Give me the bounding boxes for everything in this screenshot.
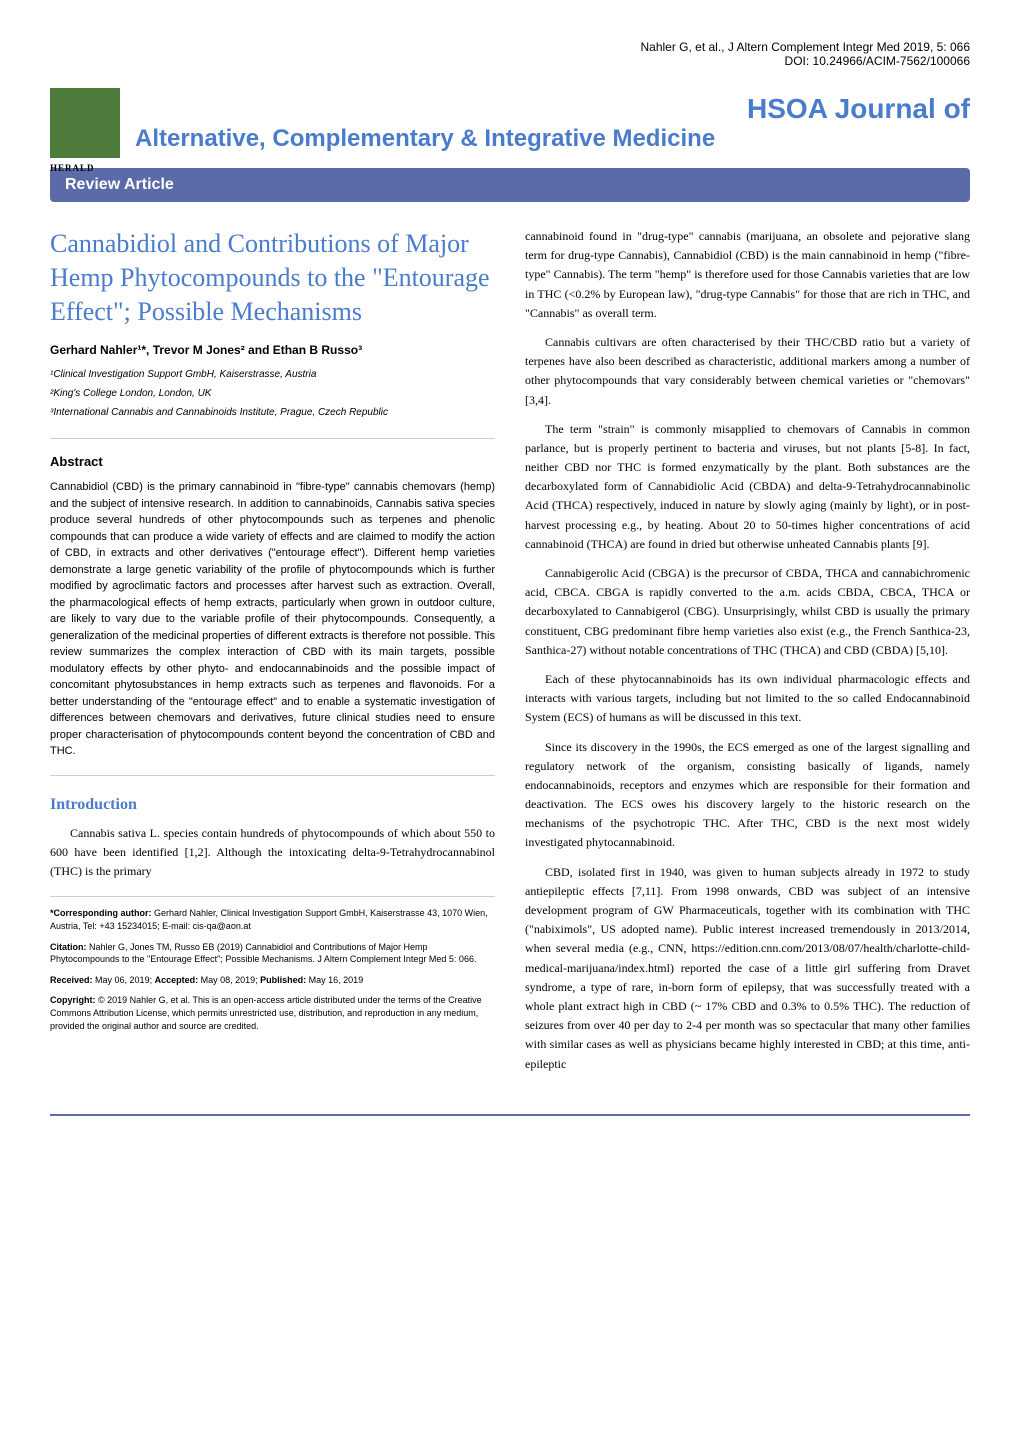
citation-text: Nahler G, Jones TM, Russo EB (2019) Cann… (50, 942, 476, 965)
intro-p1: Cannabis sativa L. species contain hundr… (50, 824, 495, 882)
dates-footer: Received: May 06, 2019; Accepted: May 08… (50, 974, 495, 987)
journal-subtitle: Alternative, Complementary & Integrative… (135, 125, 970, 153)
affiliation-3: ³International Cannabis and Cannabinoids… (50, 407, 495, 418)
right-p4: Cannabigerolic Acid (CBGA) is the precur… (525, 564, 970, 660)
journal-name: HSOA Journal of (135, 93, 970, 125)
published-text: May 16, 2019 (306, 975, 363, 985)
copyright-label: Copyright: (50, 995, 96, 1005)
corresponding-label: *Corresponding author: (50, 908, 152, 918)
introduction-heading: Introduction (50, 796, 495, 814)
received-label: Received: (50, 975, 93, 985)
abstract-heading: Abstract (50, 454, 495, 469)
header-meta: Nahler G, et al., J Altern Complement In… (50, 40, 970, 68)
article-title: Cannabidiol and Contributions of Major H… (50, 227, 495, 328)
right-p3: The term "strain" is commonly misapplied… (525, 420, 970, 554)
authors-line: Gerhard Nahler¹*, Trevor M Jones² and Et… (50, 343, 495, 357)
right-column: cannabinoid found in "drug-type" cannabi… (525, 227, 970, 1084)
received-text: May 06, 2019; (93, 975, 155, 985)
article-type-bar: Review Article (50, 168, 970, 202)
journal-title-block: HSOA Journal of Alternative, Complementa… (135, 93, 970, 153)
journal-banner: HERALD HSOA Journal of Alternative, Comp… (50, 88, 970, 158)
citation-line: Nahler G, et al., J Altern Complement In… (50, 40, 970, 54)
footer-block: *Corresponding author: Gerhard Nahler, C… (50, 896, 495, 1032)
right-p7: CBD, isolated first in 1940, was given t… (525, 863, 970, 1074)
citation-footer: Citation: Nahler G, Jones TM, Russo EB (… (50, 941, 495, 966)
affiliation-1: ¹Clinical Investigation Support GmbH, Ka… (50, 369, 495, 380)
corresponding-author: *Corresponding author: Gerhard Nahler, C… (50, 907, 495, 932)
right-p6: Since its discovery in the 1990s, the EC… (525, 738, 970, 853)
bottom-rule (50, 1114, 970, 1116)
copyright-text: © 2019 Nahler G, et al. This is an open-… (50, 995, 482, 1030)
copyright-footer: Copyright: © 2019 Nahler G, et al. This … (50, 994, 495, 1032)
left-column: Cannabidiol and Contributions of Major H… (50, 227, 495, 1084)
citation-label: Citation: (50, 942, 87, 952)
content-columns: Cannabidiol and Contributions of Major H… (50, 227, 970, 1084)
right-p1: cannabinoid found in "drug-type" cannabi… (525, 227, 970, 323)
published-label: Published: (260, 975, 306, 985)
herald-logo: HERALD (50, 88, 120, 158)
doi-line: DOI: 10.24966/ACIM-7562/100066 (50, 54, 970, 68)
logo-label: HERALD (50, 163, 95, 173)
right-p5: Each of these phytocannabinoids has its … (525, 670, 970, 728)
accepted-label: Accepted: (155, 975, 199, 985)
accepted-text: May 08, 2019; (198, 975, 260, 985)
abstract-text: Cannabidiol (CBD) is the primary cannabi… (50, 479, 495, 760)
abstract-box: Abstract Cannabidiol (CBD) is the primar… (50, 438, 495, 776)
affiliation-2: ²King's College London, London, UK (50, 388, 495, 399)
right-p2: Cannabis cultivars are often characteris… (525, 333, 970, 410)
